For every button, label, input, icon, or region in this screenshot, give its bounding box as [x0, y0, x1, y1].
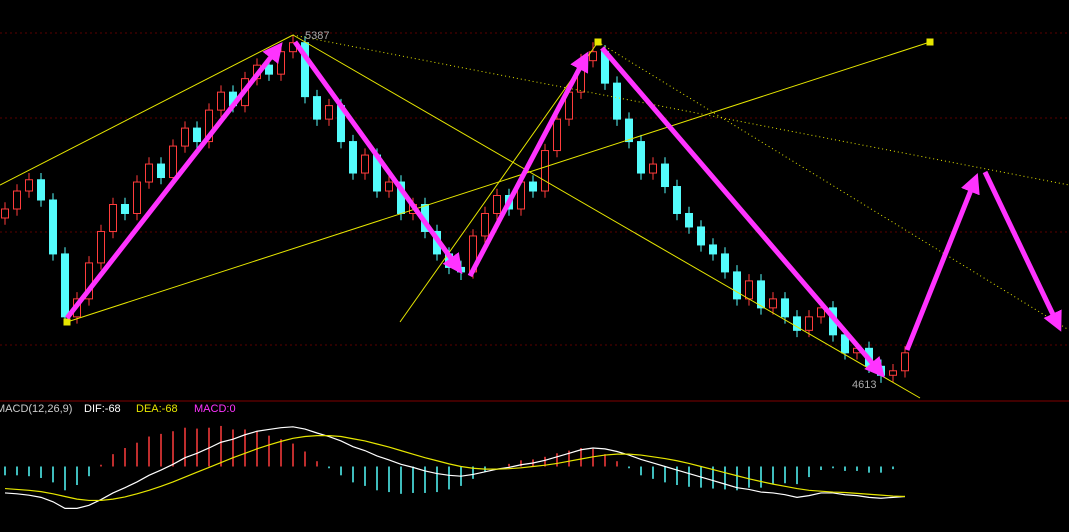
candle-body	[589, 51, 597, 62]
trend-lines	[0, 34, 1069, 399]
candle-body	[385, 181, 393, 192]
candle-body	[745, 280, 753, 300]
candle-body	[193, 127, 201, 143]
candle-body	[133, 181, 141, 214]
candle-body	[805, 316, 813, 331]
candle-body	[697, 226, 705, 246]
candle-body	[553, 118, 561, 152]
candle-body	[313, 96, 321, 120]
dea-label: DEA:-68	[136, 403, 178, 415]
candle-body	[49, 199, 57, 255]
grid	[0, 32, 1069, 346]
candle-body	[781, 298, 789, 318]
candle-body	[541, 150, 549, 192]
candle-body	[265, 64, 273, 75]
candle-body	[889, 370, 897, 376]
candle-body	[613, 82, 621, 120]
candle-body	[169, 145, 177, 179]
candle-body	[481, 212, 489, 237]
candle-body	[709, 244, 717, 255]
candle-body	[325, 105, 333, 120]
candle-body	[109, 203, 117, 232]
high-label: 5387	[305, 30, 329, 42]
candle-body	[733, 271, 741, 300]
candle-body	[85, 262, 93, 300]
candle-body	[301, 42, 309, 98]
macd-title: MACD(12,26,9)	[0, 403, 72, 415]
candle-body	[1, 208, 9, 219]
candle-body	[625, 118, 633, 143]
candle-body	[145, 163, 153, 183]
candle-body	[157, 163, 165, 179]
candle-body	[673, 186, 681, 214]
candle-body	[349, 141, 357, 174]
wave-arrows	[65, 40, 1062, 378]
candle-body	[649, 163, 657, 174]
candle-body	[97, 230, 105, 264]
candle-body	[217, 91, 225, 111]
candle-body	[757, 280, 765, 309]
dea-line	[4, 435, 906, 502]
candle-body	[529, 181, 537, 192]
dif-label: DIF:-68	[84, 403, 121, 415]
candle-body	[37, 179, 45, 201]
candle-body	[769, 298, 777, 309]
candle-body	[685, 212, 693, 228]
macd-label: MACD:0	[194, 403, 236, 415]
dif-line	[4, 426, 906, 509]
candle-body	[901, 352, 909, 372]
low-label: 4613	[852, 379, 876, 391]
candle-body	[457, 266, 465, 273]
candle-body	[661, 163, 669, 188]
candle-body	[277, 51, 285, 75]
candle-body	[121, 203, 129, 214]
candle-body	[181, 127, 189, 147]
candle-body	[637, 141, 645, 174]
plot	[1, 35, 909, 509]
candle-body	[205, 109, 213, 143]
candle-body	[721, 253, 729, 273]
candle-body	[61, 253, 69, 318]
candle-body	[793, 316, 801, 331]
candle-body	[13, 190, 21, 210]
candle-body	[25, 179, 33, 192]
candle-body	[817, 307, 825, 318]
candle-body	[361, 154, 369, 174]
candle-body	[493, 195, 501, 214]
